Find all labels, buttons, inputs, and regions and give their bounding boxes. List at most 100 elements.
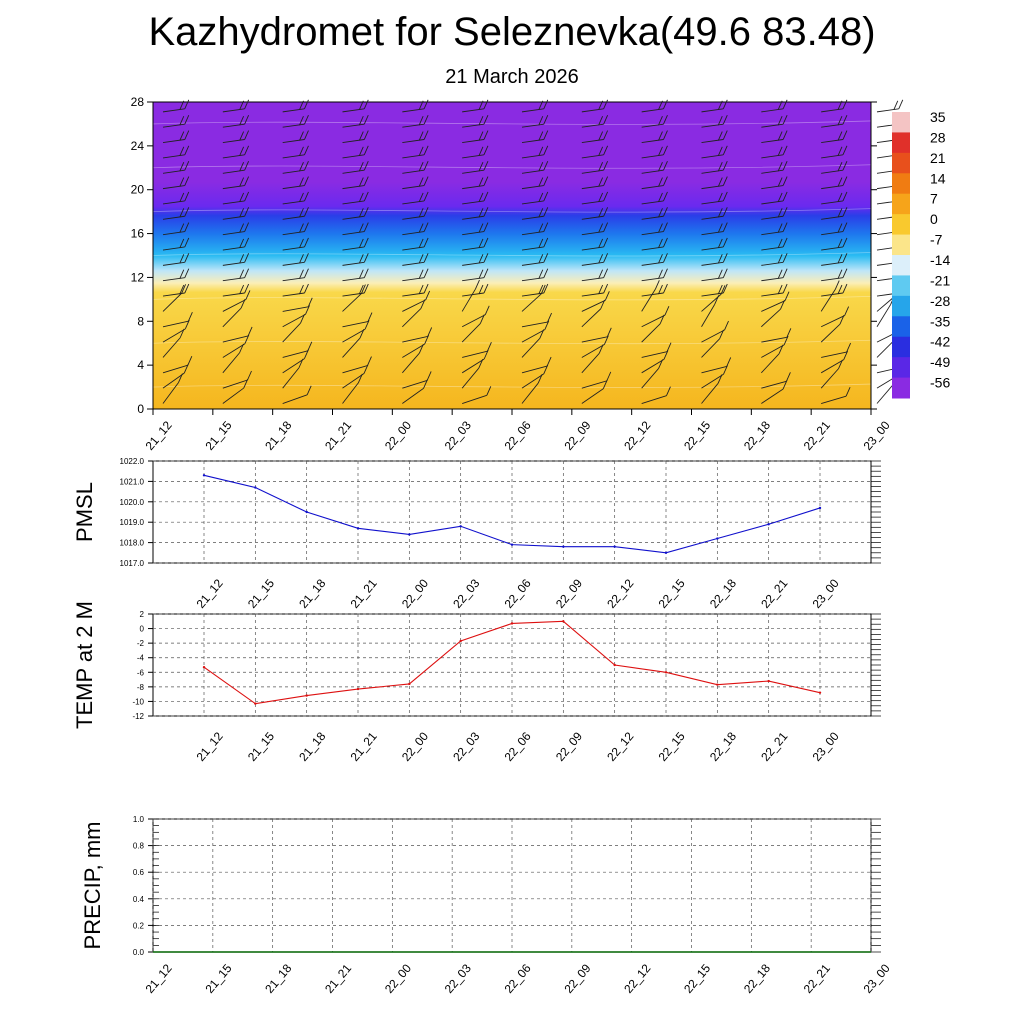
wind-barb [521,312,552,328]
wind-barb [342,130,369,144]
wind-barb [521,283,549,297]
wind-barb-feather [363,161,369,171]
wind-barb-feather [664,305,670,316]
wind-barb-feather [603,268,609,278]
wind-barb [222,161,250,174]
isotherm-line [152,252,872,257]
y-tick-label: -4 [137,654,145,663]
wind-barb-staff [581,200,604,205]
wind-barb [641,237,668,251]
data-point [664,551,668,554]
wind-barb [342,268,369,282]
wind-barb-feather [724,320,729,331]
wind-barb-feather [598,162,604,172]
x-tick-label: 21_12 [143,418,175,453]
wind-barb [701,320,729,343]
x-tick-label: 21_12 [194,576,226,611]
data-point [202,474,206,477]
wind-barb-feather [478,146,484,157]
wind-barb-staff [821,200,844,205]
wind-barb [641,176,668,190]
wind-barb [821,114,848,128]
wind-barb [521,161,549,174]
wind-barb-staff [821,108,844,113]
wind-barb-feather [786,372,791,382]
wind-barb-staff [462,139,485,144]
wind-barb-staff [222,231,245,236]
wind-barb-feather [777,238,783,249]
wind-barb-staff [162,246,185,251]
x-tick-label: 22_15 [656,729,688,764]
wind-barb-staff [581,108,604,113]
wind-barb-staff [462,394,487,404]
wind-barb-feather [184,191,190,202]
wind-barb [701,222,728,236]
wind-barb [521,222,549,236]
wind-barb-feather [663,130,668,140]
wind-barb [521,253,549,266]
wind-barb-feather [478,131,484,141]
wind-barb [222,222,250,236]
wind-barb [462,207,489,220]
wind-barb-staff [701,292,724,297]
wind-barb-feather [717,162,723,172]
data-point [664,671,668,674]
wind-barb-staff [222,169,245,174]
wind-barb-staff [462,200,485,205]
wind-barb-feather [184,99,190,109]
wind-barb-feather [845,386,851,397]
wind-barb-staff [402,123,425,128]
wind-barb-feather [304,114,309,125]
wind-barb-feather [363,253,369,263]
x-tick-label: 23_00 [810,576,842,611]
wind-barb-staff [342,277,365,282]
wind-barb-feather [603,253,609,263]
wind-barb [462,176,489,190]
x-tick-label: 22_18 [707,576,739,611]
wind-barb-staff [401,352,420,374]
wind-barb [521,207,549,220]
y-tick-label: 20 [131,183,145,197]
wind-barb-staff [342,328,366,343]
wind-barb-feather [777,284,783,295]
wind-barb-staff [581,123,604,128]
wind-barb [761,161,788,174]
wind-barb-staff [462,231,485,236]
wind-barb [342,145,369,159]
wind-barb-feather [244,334,250,344]
wind-barb [462,342,492,358]
wind-barb-feather [603,145,609,156]
wind-barb-staff [821,169,844,174]
wind-barb-feather [187,355,193,366]
wind-barb-feather [603,161,609,171]
wind-barb [462,222,489,236]
wind-barb [641,305,670,328]
wind-barb [761,253,788,266]
x-tick-label: 22_18 [741,961,773,996]
wind-barb-feather [842,130,848,140]
wind-barb-feather [658,238,663,249]
wind-barb [581,268,609,282]
data-point [818,691,822,694]
wind-barb [821,386,851,404]
wind-barb-feather [179,177,185,187]
wind-barb [162,355,193,374]
wind-barb-staff [462,277,485,282]
wind-barb [581,291,610,312]
wind-barb-staff [581,169,604,174]
wind-barb [462,268,489,282]
wind-barb [876,99,904,113]
wind-barb-feather [358,269,364,279]
wind-barb-feather [777,146,783,157]
wind-barb-feather [363,145,369,156]
x-tick-label: 23_00 [861,961,893,996]
wind-barb-feather [304,283,309,294]
wind-barb-feather [299,115,304,126]
wind-barb [581,222,609,236]
wind-barb [282,145,309,159]
wind-barb-feather [299,269,304,279]
wind-barb-feather [663,114,668,125]
wind-barb-feather [179,284,185,295]
wind-barb [521,356,552,374]
